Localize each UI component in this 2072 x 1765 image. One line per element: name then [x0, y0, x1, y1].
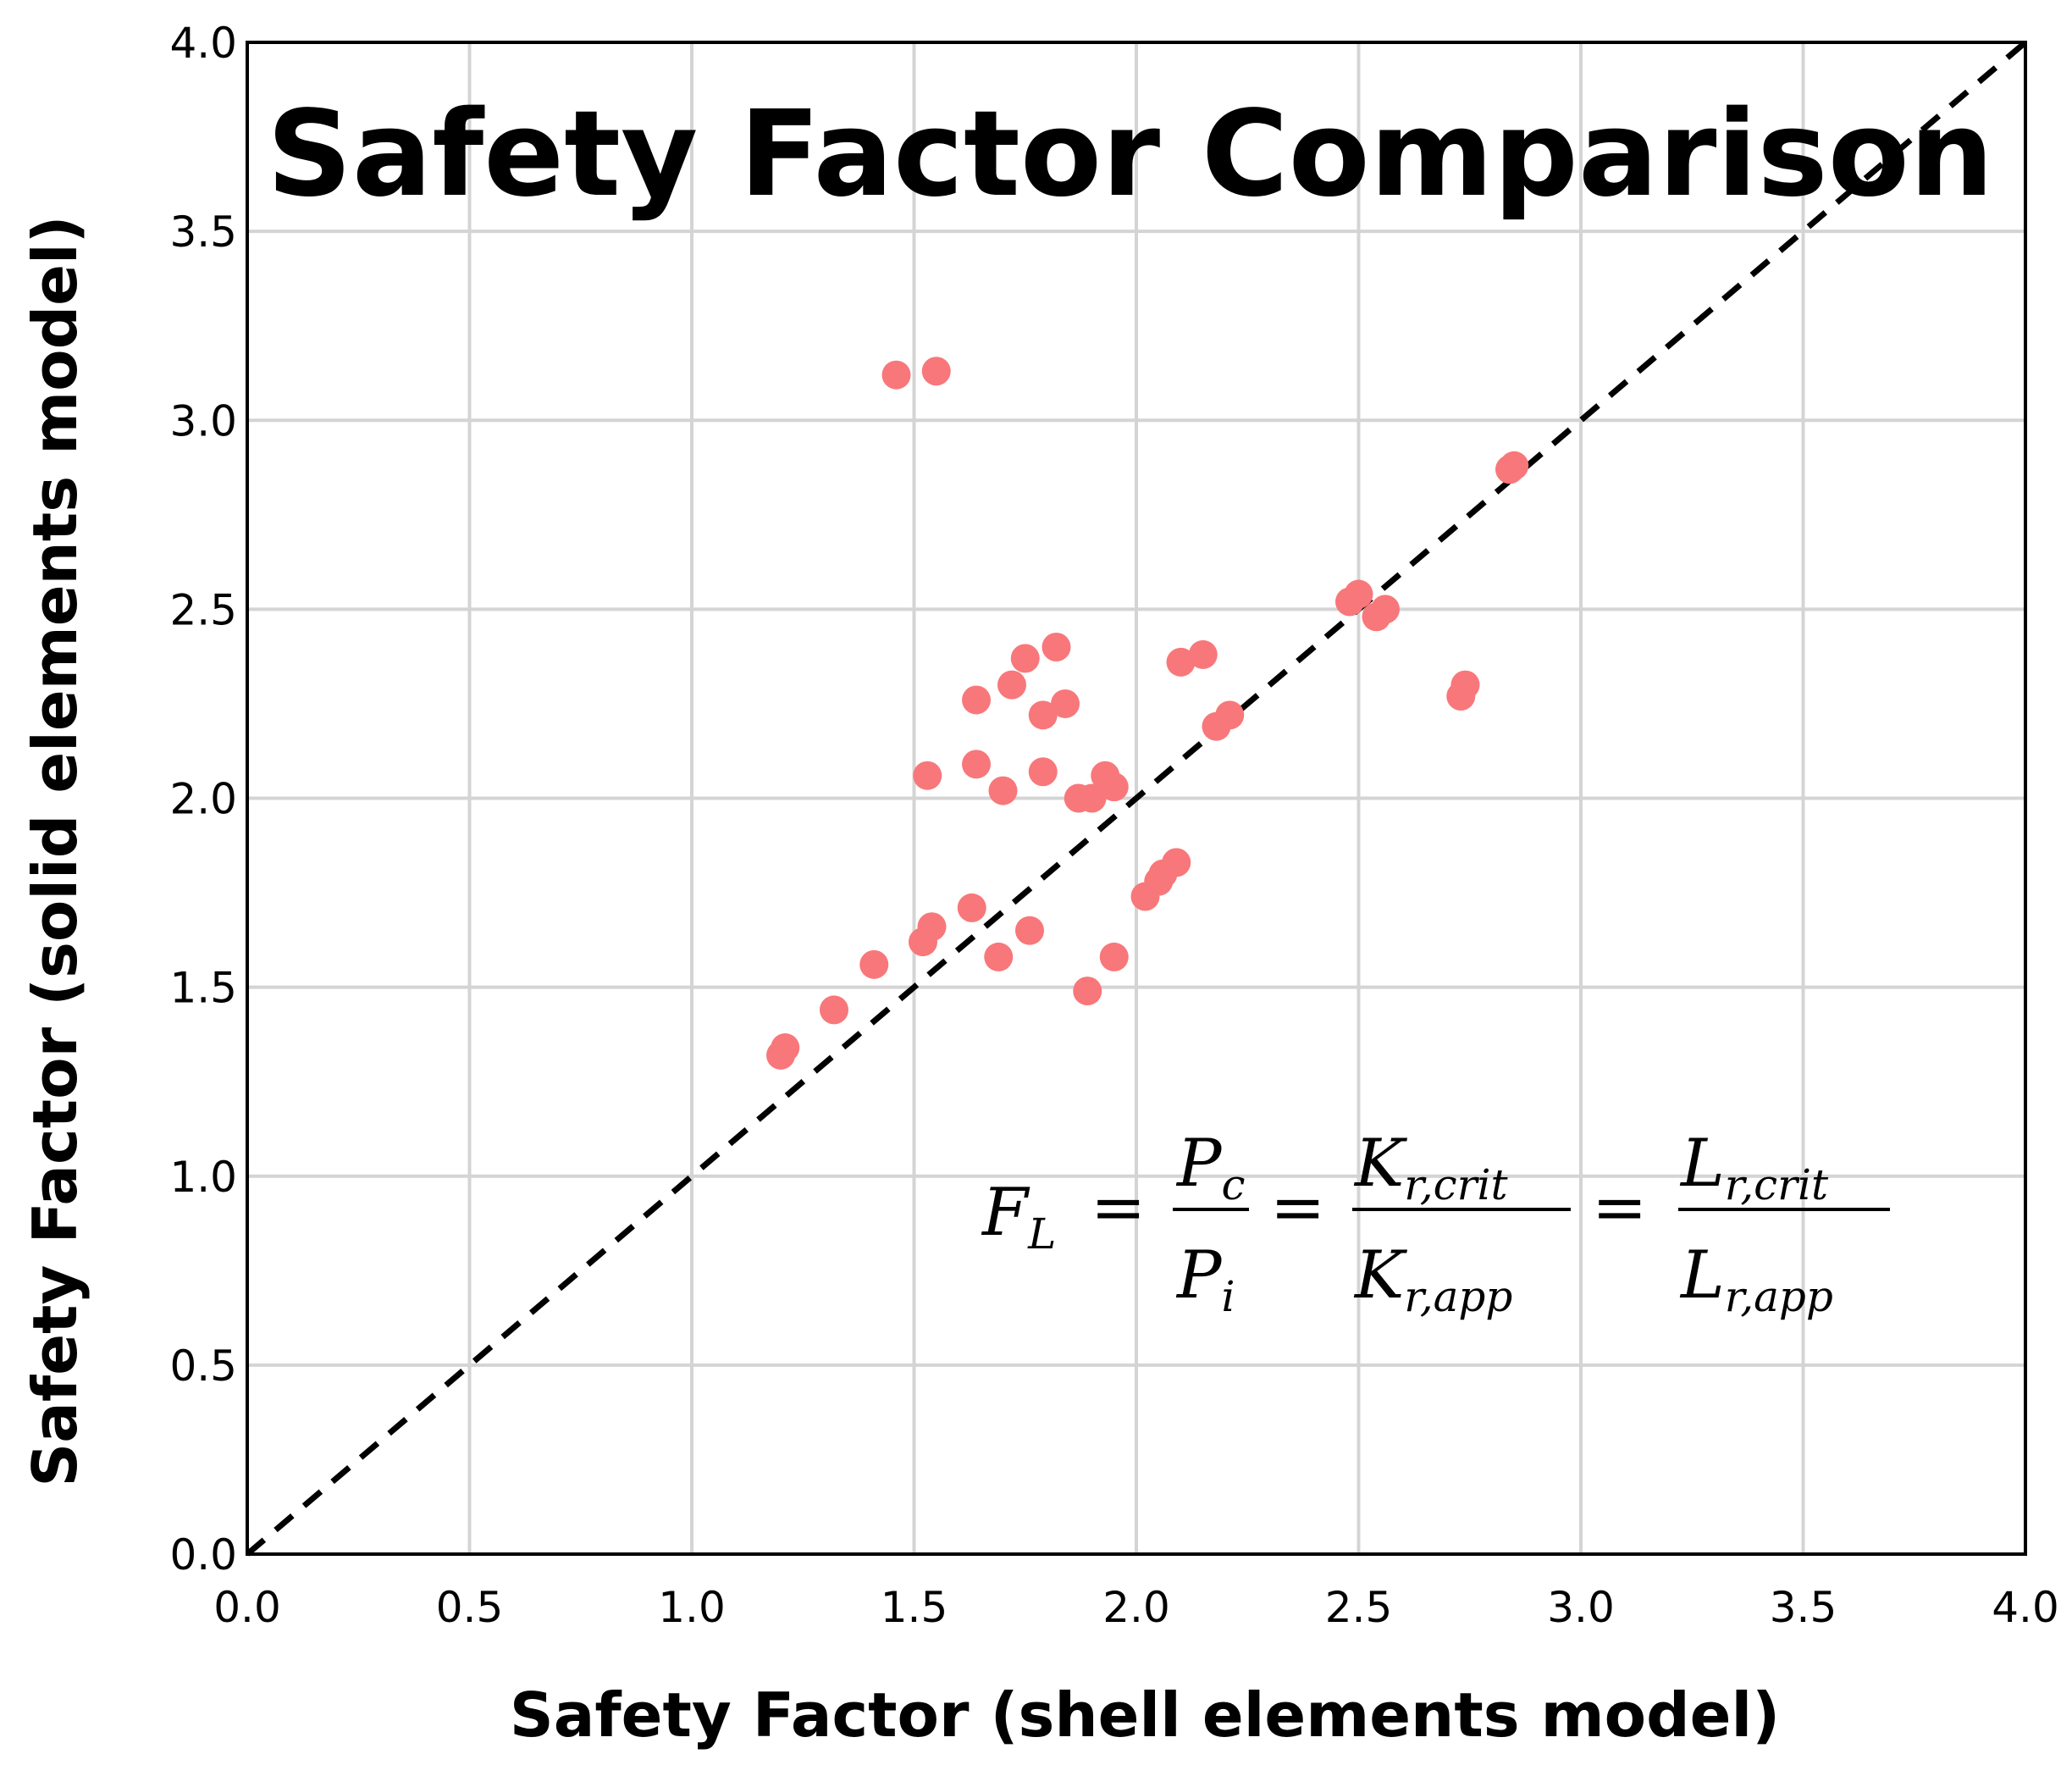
y-tick-label: 1.0	[169, 1153, 237, 1202]
y-tick-label: 2.0	[169, 775, 237, 824]
eq-frac2-num-sub: r,crit	[1404, 1160, 1508, 1209]
y-tick-label: 3.0	[169, 396, 237, 445]
y-tick-label: 0.5	[169, 1342, 237, 1391]
y-tick-label: 0.0	[169, 1530, 237, 1580]
eq-frac1-num-sub: c	[1221, 1160, 1245, 1209]
x-axis-label: Safety Factor (shell elements model)	[510, 1679, 1780, 1751]
data-point	[984, 942, 1014, 971]
data-point	[1166, 647, 1196, 677]
x-tick-label: 1.0	[658, 1583, 726, 1632]
data-point	[997, 670, 1026, 700]
reference-line-group	[245, 40, 2028, 1557]
data-point	[921, 357, 951, 386]
y-tick-label: 1.5	[169, 964, 237, 1013]
svg-text:Lr,app: Lr,app	[1679, 1237, 1833, 1321]
safety-factor-equation: FL = Pc Pi = Kr,crit Kr,app = Lr,crit Lr…	[981, 1126, 1890, 1321]
data-point	[1215, 700, 1245, 730]
data-point	[917, 912, 947, 942]
eq-frac1-num: P	[1175, 1126, 1223, 1202]
y-tick-label: 3.5	[169, 207, 237, 257]
data-point	[771, 1033, 800, 1063]
svg-text:Lr,crit: Lr,crit	[1679, 1126, 1829, 1209]
eq-frac3-num: L	[1679, 1126, 1725, 1202]
eq-frac3-den-sub: r,app	[1725, 1272, 1833, 1321]
y-tick-label: 4.0	[169, 19, 237, 68]
svg-text:Kr,crit: Kr,crit	[1353, 1126, 1508, 1209]
svg-text:Pi: Pi	[1175, 1237, 1235, 1321]
eq-frac1-den: P	[1175, 1237, 1223, 1314]
data-point	[957, 893, 986, 922]
x-tick-label: 2.5	[1325, 1583, 1393, 1632]
eq-lhs-sub: L	[1027, 1209, 1056, 1259]
y-tick-label: 2.5	[169, 585, 237, 634]
eq-frac3-num-sub: r,crit	[1725, 1160, 1829, 1209]
data-point	[820, 995, 848, 1025]
eq-frac2-num: K	[1353, 1126, 1408, 1202]
chart-title: Safety Factor Comparison	[267, 86, 1994, 224]
x-tick-label: 0.0	[213, 1583, 281, 1632]
data-points	[766, 357, 1529, 1070]
data-point	[1371, 595, 1400, 624]
data-point	[1344, 579, 1373, 609]
eq-equals-1: =	[1091, 1170, 1146, 1246]
data-point	[1010, 644, 1040, 673]
data-point	[1073, 977, 1102, 1006]
data-point	[988, 776, 1018, 805]
data-point	[913, 761, 942, 790]
data-point	[881, 360, 911, 390]
data-point	[1015, 916, 1044, 945]
svg-text:FL: FL	[981, 1175, 1056, 1259]
data-point	[1500, 451, 1529, 480]
y-axis-label: Safety Factor (solid elements model)	[19, 215, 91, 1486]
reference-line-y-equals-x	[245, 40, 2028, 1557]
x-tick-label: 4.0	[1992, 1583, 2059, 1632]
eq-equals-2: =	[1270, 1170, 1325, 1246]
data-point	[1450, 670, 1480, 700]
data-point	[1099, 942, 1129, 971]
x-tick-label: 3.5	[1770, 1583, 1837, 1632]
data-point	[1077, 783, 1107, 813]
data-point	[962, 750, 991, 779]
x-tick-label: 1.5	[881, 1583, 948, 1632]
eq-frac2-den: K	[1353, 1237, 1408, 1314]
data-point	[1042, 633, 1071, 661]
x-tick-label: 3.0	[1547, 1583, 1615, 1632]
eq-lhs: F	[981, 1175, 1030, 1251]
eq-frac2-den-sub: r,app	[1404, 1272, 1512, 1321]
svg-text:Pc: Pc	[1175, 1126, 1246, 1209]
x-tick-label: 0.5	[436, 1583, 504, 1632]
data-point	[859, 949, 889, 979]
plot-area-frame	[246, 41, 2027, 1556]
svg-text:Kr,app: Kr,app	[1353, 1237, 1512, 1321]
data-point	[1028, 757, 1058, 787]
grid-lines	[247, 42, 2025, 1554]
y-tick-labels: 0.0 0.5 1.0 1.5 2.0 2.5 3.0 3.5 4.0	[169, 19, 237, 1580]
data-point	[1162, 848, 1191, 877]
x-tick-label: 2.0	[1102, 1583, 1170, 1632]
eq-frac1-den-sub: i	[1221, 1272, 1235, 1321]
data-point	[1099, 772, 1129, 802]
data-point	[1051, 689, 1080, 718]
eq-equals-3: =	[1592, 1170, 1647, 1246]
data-point	[1028, 700, 1058, 730]
eq-frac3-den: L	[1679, 1237, 1725, 1314]
data-point	[1188, 639, 1218, 669]
data-point	[962, 685, 991, 715]
x-tick-labels: 0.0 0.5 1.0 1.5 2.0 2.5 3.0 3.5 4.0	[213, 1583, 2059, 1632]
